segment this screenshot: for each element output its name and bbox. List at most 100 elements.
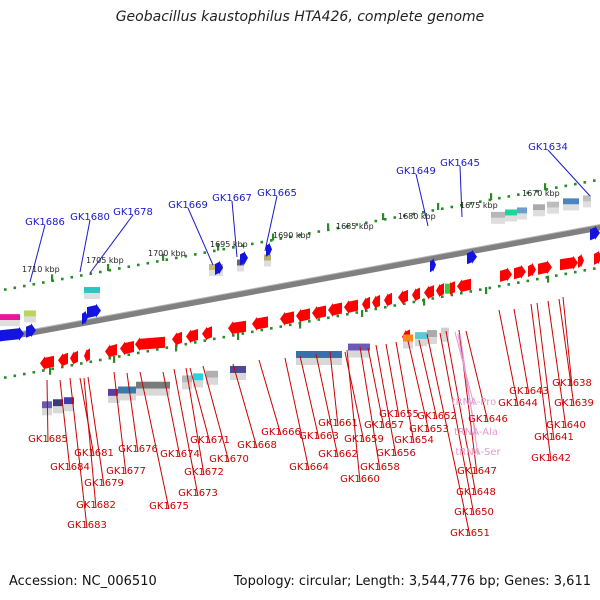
scale-dot <box>213 249 216 253</box>
rna-gene-label: tRNA-Pro <box>452 397 496 408</box>
kbp-label: 1670 kbp <box>522 189 560 198</box>
label-leader <box>202 365 230 463</box>
top-gene-label: GK1669 <box>168 200 208 211</box>
scale-dot <box>498 284 501 288</box>
bottom-gene-label: GK1684 <box>50 462 90 473</box>
kbp-label: 1705 kbp <box>86 256 124 265</box>
scale-dot <box>469 290 473 293</box>
label-leader <box>547 300 567 429</box>
forward-block <box>547 201 559 214</box>
forward-gene-arrow <box>560 255 578 271</box>
bottom-gene-label: GK1642 <box>531 453 571 464</box>
scale-dot <box>156 348 159 351</box>
reverse-gene-arrow <box>70 350 78 366</box>
scale-dot <box>431 209 435 212</box>
scale-dot <box>393 216 397 219</box>
reverse-block <box>415 332 427 347</box>
reverse-gene-arrow <box>84 348 90 363</box>
scale-dot <box>574 270 577 274</box>
scale-dot <box>23 284 26 288</box>
scale-dot <box>412 300 416 304</box>
scale-tick <box>382 213 385 221</box>
reverse-gene-arrow <box>172 331 182 347</box>
bottom-gene-label: GK1675 <box>149 501 189 512</box>
label-leader <box>173 368 199 497</box>
scale-dot <box>89 360 93 364</box>
scale-dot <box>507 283 511 286</box>
scale-dot <box>593 267 596 270</box>
scale-tick <box>49 367 52 375</box>
block-bottom <box>415 339 427 347</box>
backbone-band <box>0 224 600 342</box>
scale-dot <box>175 256 178 260</box>
block-bottom <box>42 408 52 416</box>
scale-dot <box>127 353 131 357</box>
bottom-gene-label: GK1660 <box>340 474 380 485</box>
reverse-gene-arrow <box>398 289 408 305</box>
scale-tick <box>237 332 240 340</box>
block-bottom <box>53 406 63 414</box>
label-leader <box>69 377 88 529</box>
scale-dot <box>137 263 140 267</box>
bottom-gene-label: GK1647 <box>457 466 497 477</box>
scale-dot <box>384 305 387 309</box>
forward-block <box>84 286 100 299</box>
bottom-gene-label: GK1651 <box>450 528 490 539</box>
scale-dot <box>184 342 188 346</box>
scale-tick <box>162 253 165 261</box>
scale-dot <box>279 325 283 328</box>
scale-dot <box>564 272 568 276</box>
forward-block <box>505 209 517 222</box>
label-leader <box>375 344 397 457</box>
block-top <box>415 332 427 340</box>
label-leader <box>407 340 430 433</box>
label-leader <box>367 347 385 429</box>
block-top <box>348 343 370 351</box>
block-bottom <box>296 357 342 365</box>
forward-block <box>491 211 505 224</box>
scale-dot <box>488 198 492 202</box>
label-leader <box>83 377 97 509</box>
rna-gene-label: tRNA-Ser <box>455 447 501 458</box>
scale-tick <box>175 344 178 352</box>
block-bottom <box>24 316 36 323</box>
scale-dot <box>441 295 444 299</box>
label-leader <box>258 359 282 436</box>
top-gene-label: GK1686 <box>25 217 65 228</box>
scale-tick <box>490 193 493 201</box>
scale-dot <box>89 272 93 276</box>
label-leader <box>89 214 134 274</box>
genome-backbone <box>0 224 600 342</box>
scale-dot <box>507 195 511 198</box>
bottom-gene-label: GK1639 <box>554 398 594 409</box>
block-bottom <box>193 380 203 388</box>
reverse-block <box>182 375 192 390</box>
scale-dot <box>61 277 64 281</box>
forward-block <box>517 207 527 220</box>
label-leader <box>315 353 339 458</box>
forward-block <box>24 310 36 323</box>
bottom-gene-label: GK1657 <box>364 420 404 431</box>
label-leader <box>439 332 475 516</box>
scale-dot <box>555 274 558 277</box>
label-leader <box>530 303 552 462</box>
reverse-block <box>136 381 170 396</box>
scale-dot <box>165 346 169 349</box>
scale-dot <box>42 281 45 284</box>
top-gene-label: GK1680 <box>70 212 110 223</box>
label-leader <box>126 372 139 453</box>
scale-dot <box>583 269 587 272</box>
bottom-gene-label: GK1644 <box>498 398 538 409</box>
reverse-gene-arrow <box>252 316 268 331</box>
forward-gene-arrow <box>87 303 101 319</box>
forward-gene-arrow <box>528 262 536 278</box>
block-top <box>264 254 271 261</box>
block-top <box>0 314 20 321</box>
label-leader <box>459 333 479 456</box>
forward-gene-arrow <box>215 260 223 275</box>
scale-dot <box>165 258 169 261</box>
block-bottom <box>108 395 120 403</box>
scale-dot <box>346 312 349 316</box>
block-top <box>136 381 170 389</box>
top-gene-label: GK1634 <box>528 142 568 153</box>
